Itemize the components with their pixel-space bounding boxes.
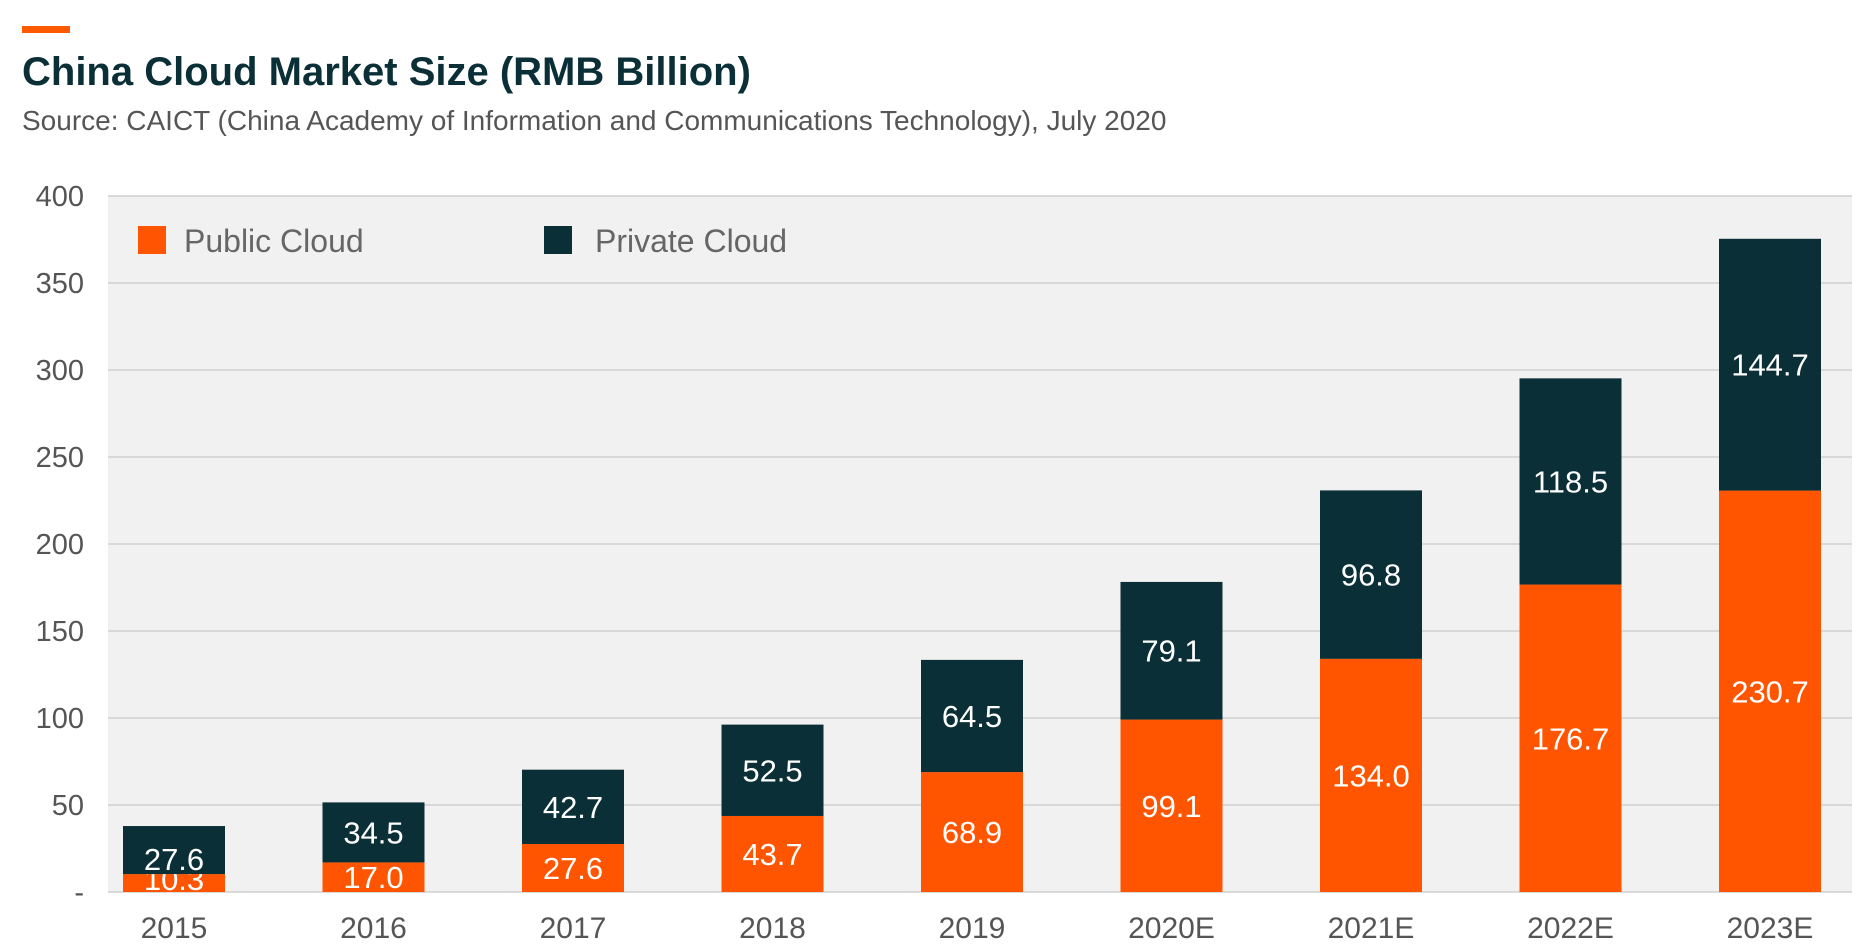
data-label: 79.1 <box>1141 634 1201 669</box>
public-cloud-bar <box>1320 658 1422 892</box>
chart-title: China Cloud Market Size (RMB Billion) <box>22 50 751 94</box>
y-tick-label: - <box>74 877 84 909</box>
data-label: 230.7 <box>1731 674 1809 709</box>
data-label: 99.1 <box>1141 789 1201 824</box>
x-tick-label: 2022E <box>1527 912 1614 945</box>
y-tick-label: 250 <box>36 442 84 474</box>
legend-swatch-private <box>544 226 572 254</box>
legend-swatch-public <box>138 226 166 254</box>
x-tick-label: 2016 <box>340 912 407 945</box>
y-tick-label: 300 <box>36 355 84 387</box>
data-label: 43.7 <box>742 837 802 872</box>
x-tick-label: 2018 <box>739 912 806 945</box>
private-cloud-bar <box>1519 378 1622 585</box>
x-tick-label: 2023E <box>1727 912 1814 945</box>
data-label: 52.5 <box>742 753 802 788</box>
y-tick-label: 200 <box>36 529 84 561</box>
public-cloud-bar <box>721 815 824 892</box>
data-label: 34.5 <box>343 815 403 850</box>
private-cloud-bar <box>1320 490 1422 659</box>
y-tick-label: 350 <box>36 268 84 300</box>
data-label: 176.7 <box>1532 721 1610 756</box>
private-cloud-bar <box>522 769 624 844</box>
data-label: 64.5 <box>942 699 1002 734</box>
private-cloud-bar <box>1120 581 1223 720</box>
legend-label-public: Public Cloud <box>184 223 364 259</box>
public-cloud-bar <box>1120 719 1223 892</box>
data-label: 68.9 <box>942 815 1002 850</box>
x-tick-label: 2015 <box>141 912 208 945</box>
public-cloud-bar <box>522 843 624 892</box>
data-label: 96.8 <box>1341 558 1401 593</box>
public-cloud-bar <box>123 874 225 892</box>
data-label: 17.0 <box>343 860 403 895</box>
public-cloud-bar <box>921 772 1023 892</box>
y-tick-label: 400 <box>36 181 84 213</box>
x-tick-label: 2017 <box>540 912 607 945</box>
y-tick-label: 150 <box>36 616 84 648</box>
private-cloud-bar <box>123 826 225 875</box>
data-label: 27.6 <box>144 842 204 877</box>
data-label: 134.0 <box>1332 758 1410 793</box>
private-cloud-bar <box>921 659 1023 773</box>
y-tick-label: 50 <box>52 790 84 822</box>
private-cloud-bar <box>322 802 425 863</box>
x-tick-label: 2020E <box>1128 912 1215 945</box>
public-cloud-bar <box>1519 584 1622 892</box>
x-tick-label: 2021E <box>1328 912 1415 945</box>
private-cloud-bar <box>721 724 824 816</box>
y-tick-label: 100 <box>36 703 84 735</box>
data-label: 118.5 <box>1533 464 1608 499</box>
accent-bar <box>22 26 70 33</box>
data-label: 27.6 <box>543 851 603 886</box>
private-cloud-bar <box>1719 238 1821 491</box>
x-tick-label: 2019 <box>939 912 1006 945</box>
public-cloud-bar <box>1719 490 1821 892</box>
data-label: 42.7 <box>543 790 603 825</box>
chart-subtitle: Source: CAICT (China Academy of Informat… <box>22 105 1167 136</box>
legend-label-private: Private Cloud <box>595 223 787 259</box>
public-cloud-bar <box>322 862 425 892</box>
data-label: 144.7 <box>1731 348 1809 383</box>
